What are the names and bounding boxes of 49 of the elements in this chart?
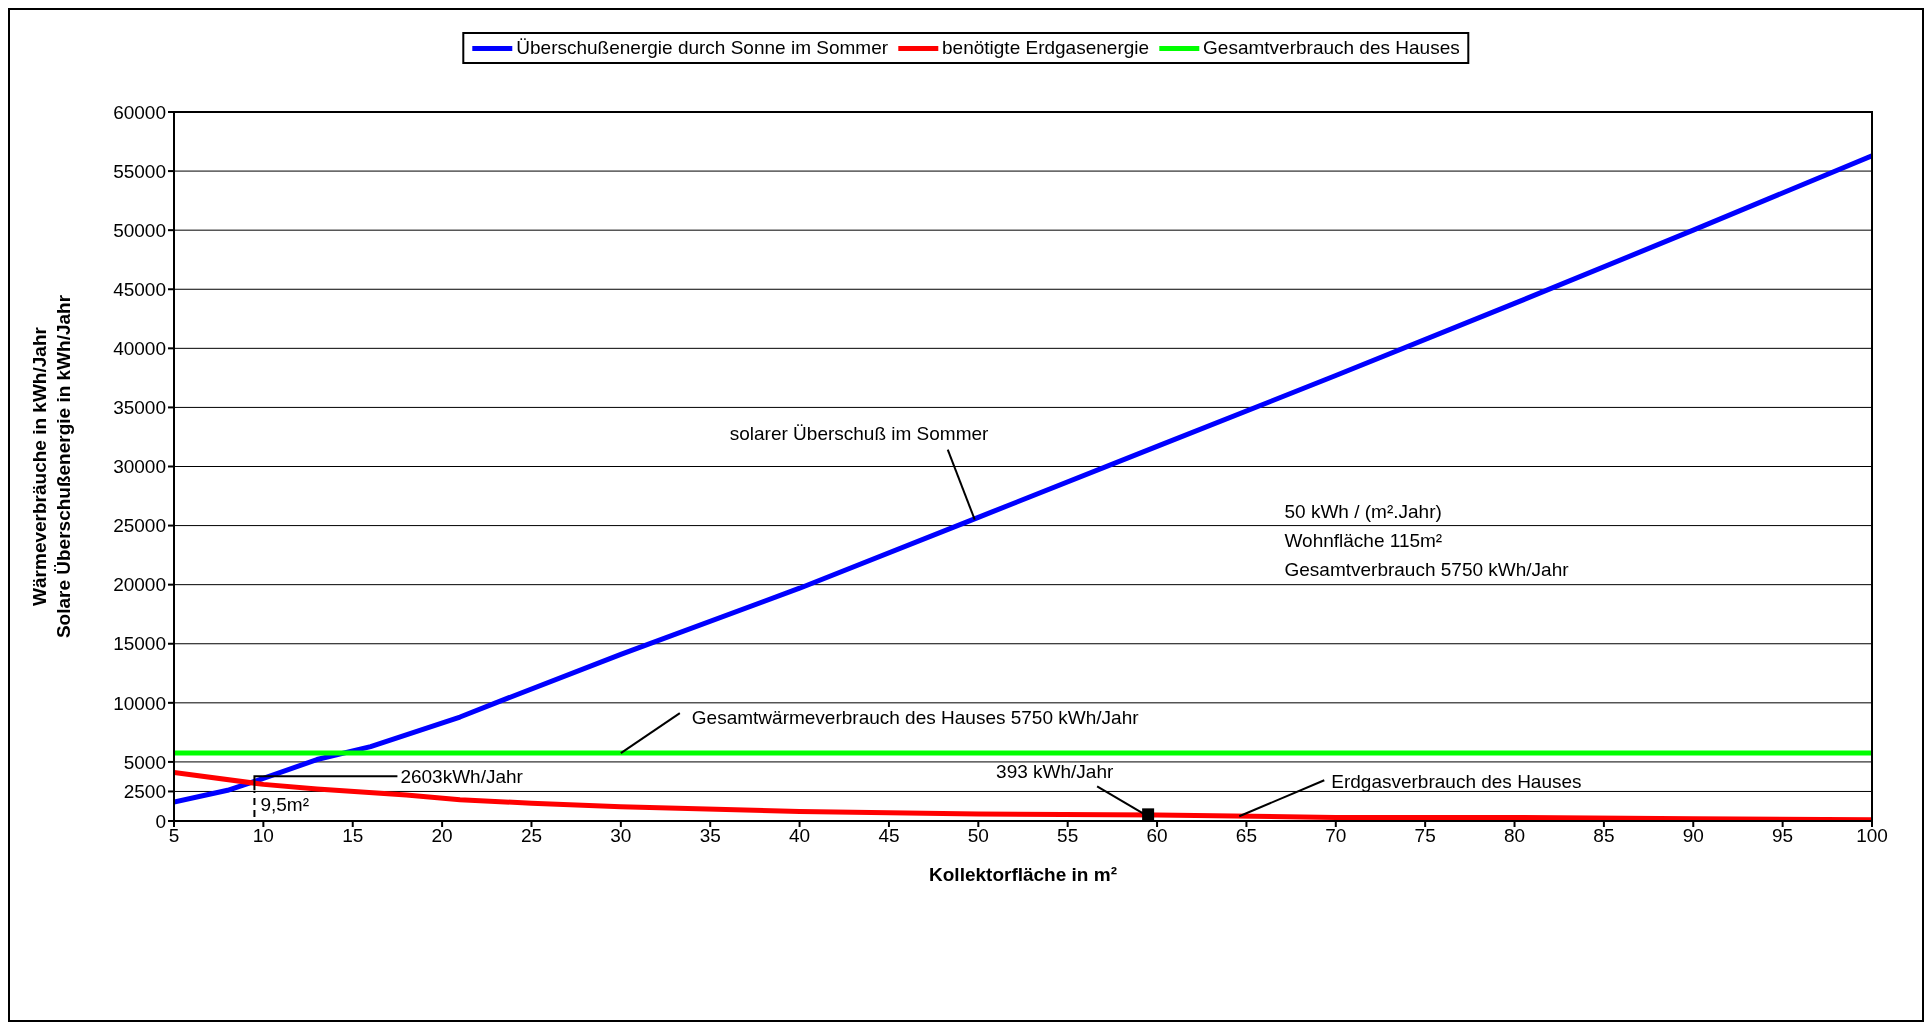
y-tick-label: 20000 bbox=[113, 574, 166, 596]
x-tick-label: 35 bbox=[699, 825, 721, 847]
x-tick-label: 100 bbox=[1856, 825, 1888, 847]
x-tick-label: 95 bbox=[1772, 825, 1794, 847]
x-tick-label: 25 bbox=[520, 825, 543, 847]
y-tick-label: 15000 bbox=[113, 633, 166, 655]
x-tick-label: 30 bbox=[610, 825, 632, 847]
legend-label: benötigte Erdgasenergie bbox=[941, 37, 1150, 59]
y-tick-label: 0 bbox=[155, 810, 166, 832]
annotation: Gesamtwärmeverbrauch des Hauses 5750 kWh/Jahr bbox=[691, 706, 1140, 728]
annotation: 50 kWh / (m².Jahr) bbox=[1284, 500, 1442, 522]
x-tick-label: 65 bbox=[1235, 825, 1257, 847]
y-tick-label: 50000 bbox=[113, 219, 166, 241]
x-tick-label: 45 bbox=[878, 825, 900, 847]
x-tick-label: 5 bbox=[168, 825, 180, 847]
annotation: 2603kWh/Jahr bbox=[400, 765, 524, 787]
x-tick-label: 50 bbox=[967, 825, 989, 847]
x-tick-label: 75 bbox=[1414, 825, 1436, 847]
annotation: Gesamtverbrauch 5750 kWh/Jahr bbox=[1284, 558, 1570, 580]
y-tick-label: 55000 bbox=[113, 160, 166, 182]
x-tick-label: 40 bbox=[789, 825, 811, 847]
annotation: Wohnfläche 115m² bbox=[1284, 529, 1443, 551]
y-tick-label: 2500 bbox=[123, 781, 166, 803]
x-tick-label: 70 bbox=[1325, 825, 1347, 847]
x-tick-label: 10 bbox=[252, 825, 274, 847]
y-tick-label: 30000 bbox=[113, 456, 166, 478]
annotation: solarer Überschuß im Sommer bbox=[729, 423, 990, 445]
x-tick-label: 20 bbox=[431, 825, 453, 847]
y-tick-label: 60000 bbox=[113, 101, 166, 123]
annotation: Erdgasverbrauch des Hauses bbox=[1331, 770, 1582, 792]
bracket-callout: 2603kWh/Jahr bbox=[253, 765, 523, 792]
y-tick-label: 40000 bbox=[113, 338, 166, 360]
annotation: 393 kWh/Jahr bbox=[996, 760, 1115, 782]
y-tick-label: 35000 bbox=[113, 397, 166, 419]
y-tick-label: 45000 bbox=[113, 278, 166, 300]
annotation: 9,5m² bbox=[260, 793, 310, 815]
legend-label: Überschußenergie durch Sonne im Sommer bbox=[515, 37, 889, 59]
x-tick-label: 15 bbox=[342, 825, 364, 847]
y-tick-label: 25000 bbox=[113, 515, 166, 537]
x-tick-label: 80 bbox=[1503, 825, 1526, 847]
y-tick-label: 10000 bbox=[113, 692, 166, 714]
x-tick-label: 55 bbox=[1057, 825, 1079, 847]
x-tick-label: 90 bbox=[1682, 825, 1704, 847]
y-tick-label: 5000 bbox=[123, 751, 166, 773]
y-axis-title: Wärmeverbräuche in kWh/Jahr Solare Überschußenergie in kWh/Jahr bbox=[29, 294, 74, 639]
x-tick-label: 60 bbox=[1146, 825, 1168, 847]
x-axis-title: Kollektorfläche in m² bbox=[929, 864, 1117, 885]
legend-label: Gesamtverbrauch des Hauses bbox=[1202, 37, 1460, 59]
x-tick-label: 85 bbox=[1593, 825, 1615, 847]
